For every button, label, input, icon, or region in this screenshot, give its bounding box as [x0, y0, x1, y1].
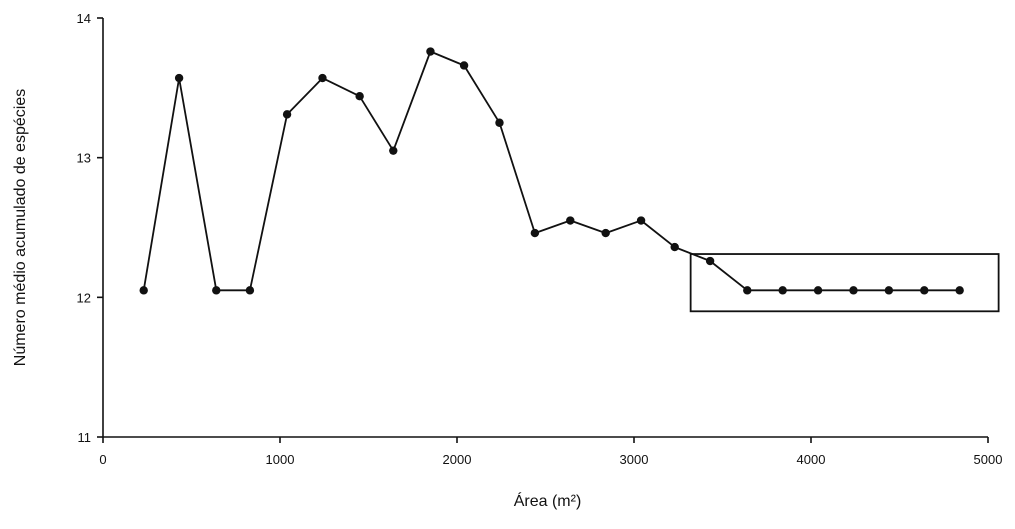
data-point	[778, 286, 787, 295]
axes	[102, 18, 988, 438]
data-point	[139, 286, 148, 295]
data-point	[389, 146, 398, 155]
data-point	[355, 92, 364, 101]
x-ticks: 0 1000 2000 3000 4000 5000	[99, 437, 1002, 467]
y-ticks: 11 12 13 14	[77, 11, 103, 445]
x-tick-label: 1000	[266, 452, 295, 467]
data-point	[459, 61, 469, 70]
y-axis-label: Número médio acumulado de espécies	[12, 89, 29, 366]
data-point	[743, 286, 752, 295]
data-point	[282, 110, 292, 119]
series-line	[142, 50, 960, 292]
y-tick-label: 11	[78, 430, 92, 445]
y-tick-label: 13	[77, 151, 91, 166]
data-point	[212, 286, 221, 295]
data-point	[566, 216, 575, 225]
x-tick-label: 4000	[797, 452, 826, 467]
annotations	[689, 253, 1000, 313]
data-point	[601, 228, 610, 238]
data-point	[174, 73, 184, 83]
highlight-rectangle	[689, 253, 1000, 313]
x-tick-label: 3000	[620, 452, 649, 467]
data-point	[884, 286, 894, 295]
x-axis-label: Área (m²)	[514, 491, 582, 510]
series-layer	[139, 47, 964, 295]
data-point	[530, 228, 540, 238]
data-point	[245, 286, 255, 295]
data-point	[318, 73, 327, 83]
x-tick-label: 0	[99, 452, 106, 467]
data-point	[955, 286, 964, 295]
data-point	[426, 47, 435, 56]
x-tick-label: 2000	[443, 452, 472, 467]
y-tick-label: 12	[77, 290, 91, 305]
data-point	[849, 286, 858, 295]
data-point	[920, 286, 929, 295]
data-point	[636, 216, 646, 225]
data-point	[705, 256, 715, 266]
x-tick-label: 5000	[974, 452, 1003, 467]
y-tick-label: 14	[77, 11, 91, 26]
data-point	[670, 242, 679, 252]
data-point	[495, 118, 504, 127]
data-point	[813, 286, 823, 295]
